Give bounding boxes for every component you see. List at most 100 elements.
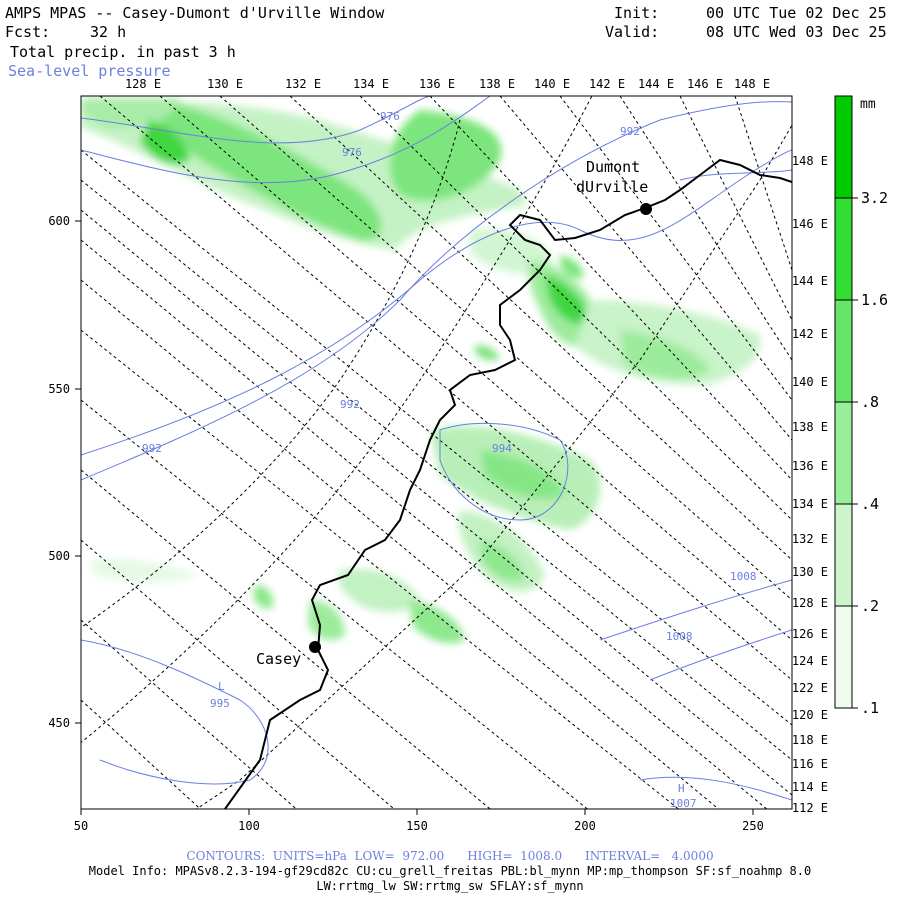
right-lon-label: 148 E (792, 154, 828, 168)
pressure-label: 976 (380, 110, 400, 123)
colorbar-level-label: 1.6 (861, 291, 888, 309)
precip-area (480, 450, 565, 499)
pressure-label: 992 (340, 398, 360, 411)
pressure-label: 994 (492, 442, 512, 455)
right-lon-label: 140 E (792, 375, 828, 389)
right-lon-label: 130 E (792, 565, 828, 579)
station-name: dUrville (576, 178, 648, 196)
lon-line (619, 96, 792, 361)
precip-area (480, 540, 525, 582)
right-lon-label: 122 E (792, 681, 828, 695)
pressure-label: L (218, 680, 225, 693)
colorbar-box (834, 95, 853, 199)
right-lon-label: 146 E (792, 217, 828, 231)
colorbar-box (834, 503, 853, 607)
station-dumont-durville: Dumont dUrville (576, 158, 652, 215)
right-lon-label: 114 E (792, 780, 828, 794)
lon-line (359, 96, 792, 521)
colorbar-level-label: 3.2 (861, 189, 888, 207)
lon-line (81, 699, 202, 809)
valid-label: Valid: (605, 23, 660, 41)
station-name: Dumont (586, 158, 640, 176)
right-lon-label: 112 E (792, 801, 828, 815)
lon-line (734, 96, 792, 271)
plot-frame (80, 95, 793, 810)
pressure-label: 1008 (666, 630, 693, 643)
map-title: AMPS MPAS -- Casey-Dumont d'Urville Wind… (5, 4, 385, 22)
precip-area (560, 255, 584, 279)
colorbar-level-label: .2 (861, 597, 879, 615)
precipitation-field (81, 98, 761, 644)
colorbar-unit: mm (860, 97, 876, 112)
colorbar-level-label: .1 (861, 699, 879, 717)
colorbar-box (834, 197, 853, 301)
top-lon-label: 144 E (638, 77, 674, 91)
valid-time: 08 UTC Wed 03 Dec 25 (706, 23, 887, 41)
right-lon-label: 128 E (792, 596, 828, 610)
pressure-label: H (678, 782, 685, 795)
pressure-label: 976 (342, 146, 362, 159)
top-lon-label: 132 E (285, 77, 321, 91)
precip-area (389, 110, 502, 201)
station-marker (640, 203, 652, 215)
colorbar: mm 3.2 1.6 .8 .4 .2 .1 (834, 95, 888, 717)
field-label: Total precip. in past 3 h (10, 43, 236, 61)
right-lon-label: 126 E (792, 627, 828, 641)
lon-line (81, 539, 395, 809)
precip-area (620, 330, 710, 380)
top-lon-label: 140 E (534, 77, 570, 91)
top-lon-label: 146 E (687, 77, 723, 91)
precip-area (253, 585, 274, 609)
init-label: Init: (614, 4, 660, 22)
right-lon-label: 138 E (792, 420, 828, 434)
init-time: 00 UTC Tue 02 Dec 25 (706, 4, 887, 22)
right-lon-label: 124 E (792, 654, 828, 668)
model-info: Model Info: MPASv8.2.3-194-gf29cd82c CU:… (88, 864, 812, 878)
precip-area (338, 569, 420, 612)
model-info-line2: LW:rrtmg_lw SW:rrtmg_sw SFLAY:sf_mynn (316, 879, 584, 893)
colorbar-box (834, 299, 853, 403)
station-name: Casey (256, 650, 301, 668)
x-tick-label: 150 (406, 819, 428, 833)
pressure-label: 1008 (730, 570, 757, 583)
precip-area (140, 120, 190, 164)
forecast-hour: 32 h (90, 23, 127, 41)
y-tick-label: 600 (48, 214, 70, 228)
lon-line (429, 96, 792, 481)
y-tick-label: 450 (48, 716, 70, 730)
contour-info: CONTOURS: UNITS=hPa LOW= 972.00 HIGH= 10… (186, 849, 714, 863)
lon-line (81, 239, 768, 809)
x-tick-label: 100 (238, 819, 260, 833)
precip-area (475, 345, 499, 361)
bottom-axis-ticks (80, 809, 754, 815)
y-tick-label: 550 (48, 382, 70, 396)
top-lon-label: 148 E (734, 77, 770, 91)
top-lon-label: 138 E (479, 77, 515, 91)
precip-area (90, 558, 200, 583)
right-lon-label: 142 E (792, 327, 828, 341)
right-lon-label: 132 E (792, 532, 828, 546)
lon-line (81, 179, 792, 761)
pressure-contours (81, 96, 792, 801)
colorbar-box (834, 401, 853, 505)
pressure-label: 995 (210, 697, 230, 710)
colorbar-box (834, 605, 853, 709)
graticule (81, 96, 792, 809)
pressure-label: 1007 (670, 797, 697, 810)
lon-line (81, 329, 680, 809)
lon-line (99, 96, 792, 681)
right-lon-label: 144 E (792, 274, 828, 288)
forecast-label: Fcst: (5, 23, 51, 41)
right-lon-label: 118 E (792, 733, 828, 747)
station-marker (309, 641, 321, 653)
x-tick-label: 200 (574, 819, 596, 833)
lon-line (559, 96, 792, 401)
top-lon-label: 134 E (353, 77, 389, 91)
lon-line (81, 149, 792, 726)
x-tick-label: 50 (74, 819, 88, 833)
x-tick-label: 250 (742, 819, 764, 833)
precip-area (157, 100, 382, 241)
precip-area (410, 600, 465, 644)
colorbar-level-label: .4 (861, 495, 879, 513)
